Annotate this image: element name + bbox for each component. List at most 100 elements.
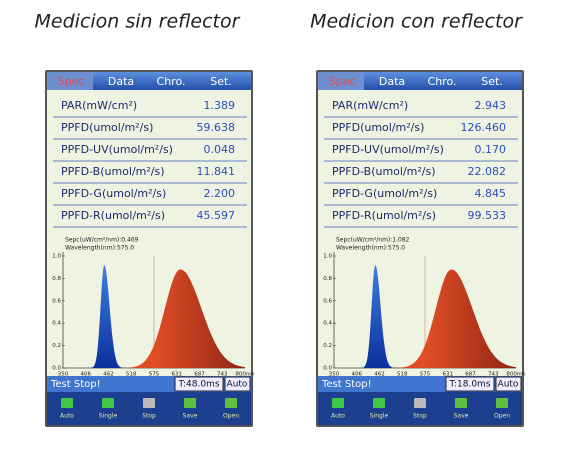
row-label: PPFD(umol/m²/s)	[332, 121, 424, 134]
row-value: 0.170	[475, 143, 507, 156]
button-icon[interactable]	[225, 398, 237, 408]
row-value: 11.841	[197, 165, 236, 178]
button-icon[interactable]	[373, 398, 385, 408]
red-peak	[334, 269, 516, 368]
y-tick-label: 0.8	[52, 276, 61, 282]
x-tick-label: 575	[149, 372, 160, 378]
x-tick-label: 462	[374, 372, 385, 378]
row-label: PPFD-G(umol/m²/s)	[61, 187, 166, 200]
button-label[interactable]: Open	[223, 413, 239, 420]
button-icon[interactable]	[414, 398, 426, 408]
x-tick-label: 518	[126, 372, 137, 378]
y-tick-label: 0.6	[52, 298, 61, 304]
x-tick-label: 631	[172, 372, 183, 378]
row-value: 99.533	[468, 209, 507, 222]
button-bar	[47, 392, 251, 425]
y-tick-label: 0.0	[52, 366, 61, 372]
button-icon[interactable]	[332, 398, 344, 408]
caption: Medicion sin reflector	[35, 11, 241, 33]
tab[interactable]: Data	[379, 75, 405, 88]
mode: Auto	[227, 380, 248, 390]
y-tick-label: 1.0	[323, 254, 332, 260]
mode-box	[224, 376, 251, 392]
y-tick-label: 0.2	[323, 343, 332, 349]
button-label[interactable]: Single	[99, 413, 118, 420]
x-tick-label: 406	[352, 372, 363, 378]
x-tick-label: 687	[194, 372, 205, 378]
tab[interactable]: Set.	[210, 75, 232, 88]
tab-active	[47, 72, 93, 90]
row-value: 126.460	[461, 121, 507, 134]
time-box	[174, 376, 224, 392]
x-tick-label: 350	[58, 372, 69, 378]
x-tick-label: 743	[488, 372, 499, 378]
y-tick-label: 0.8	[323, 276, 332, 282]
tab-bar	[318, 72, 522, 90]
row-value: 22.082	[468, 165, 507, 178]
status: Test Stop!	[50, 379, 101, 390]
y-tick-label: 0.6	[323, 298, 332, 304]
button-label[interactable]: Save	[454, 413, 469, 420]
row-value: 4.845	[475, 187, 507, 200]
y-tick-label: 0.0	[323, 366, 332, 372]
time-box	[445, 376, 495, 392]
x-tick-label: 800nm	[235, 372, 254, 378]
tab[interactable]: Spec	[329, 75, 356, 88]
tab[interactable]: Data	[108, 75, 134, 88]
button-icon[interactable]	[102, 398, 114, 408]
button-bar	[318, 392, 522, 425]
device-screen: Spec Data Chro. Set. PAR(mW/cm²) 2.943 PPFD(um…	[316, 70, 526, 427]
mode-box	[495, 376, 522, 392]
button-label[interactable]: Auto	[331, 413, 345, 420]
row-label: PPFD(umol/m²/s)	[61, 121, 153, 134]
tab-bar	[47, 72, 251, 90]
caption: Medicion con reflector	[310, 11, 523, 33]
status: Test Stop!	[321, 379, 372, 390]
x-tick-label: 518	[397, 372, 408, 378]
button-icon[interactable]	[61, 398, 73, 408]
x-tick-label: 406	[81, 372, 92, 378]
spectrum-info: Sepc(uW/cm²/nm):1.082	[336, 237, 410, 244]
x-tick-label: 631	[443, 372, 454, 378]
device-screen: Spec Data Chro. Set. PAR(mW/cm²) 1.389 PPFD(um…	[45, 70, 255, 427]
tab[interactable]: Spec	[58, 75, 85, 88]
row-value: 45.597	[197, 209, 236, 222]
button-icon[interactable]	[184, 398, 196, 408]
button-label[interactable]: Save	[183, 413, 198, 420]
x-tick-label: 350	[329, 372, 340, 378]
spectrum-info: Wavelength(nm):575.0	[65, 245, 134, 252]
row-label: PPFD-B(umol/m²/s)	[332, 165, 436, 178]
row-label: PAR(mW/cm²)	[332, 99, 408, 112]
button-label[interactable]: Single	[370, 413, 389, 420]
x-tick-label: 575	[420, 372, 431, 378]
row-label: PPFD-R(umol/m²/s)	[332, 209, 436, 222]
button-icon[interactable]	[455, 398, 467, 408]
y-tick-label: 1.0	[52, 254, 61, 260]
row-value: 1.389	[204, 99, 236, 112]
button-label[interactable]: Auto	[60, 413, 74, 420]
x-tick-label: 687	[465, 372, 476, 378]
button-label[interactable]: Stop	[142, 413, 156, 420]
x-tick-label: 462	[103, 372, 114, 378]
row-value: 2.943	[475, 99, 507, 112]
x-tick-label: 800nm	[506, 372, 525, 378]
spectrum-info: Wavelength(nm):575.0	[336, 245, 405, 252]
row-label: PAR(mW/cm²)	[61, 99, 137, 112]
button-icon[interactable]	[143, 398, 155, 408]
tab[interactable]: Set.	[481, 75, 503, 88]
tab-active	[318, 72, 364, 90]
blue-peak	[63, 265, 245, 368]
tab[interactable]: Chro.	[428, 75, 457, 88]
y-tick-label: 0.4	[323, 321, 332, 327]
row-label: PPFD-UV(umol/m²/s)	[332, 143, 444, 156]
y-tick-label: 0.2	[52, 343, 61, 349]
row-value: 59.638	[197, 121, 236, 134]
row-label: PPFD-R(umol/m²/s)	[61, 209, 165, 222]
tab[interactable]: Chro.	[157, 75, 186, 88]
red-peak	[63, 269, 245, 368]
button-label[interactable]: Stop	[413, 413, 427, 420]
button-icon[interactable]	[496, 398, 508, 408]
y-tick-label: 0.4	[52, 321, 61, 327]
button-label[interactable]: Open	[494, 413, 510, 420]
time: T:48.0ms	[177, 380, 219, 390]
